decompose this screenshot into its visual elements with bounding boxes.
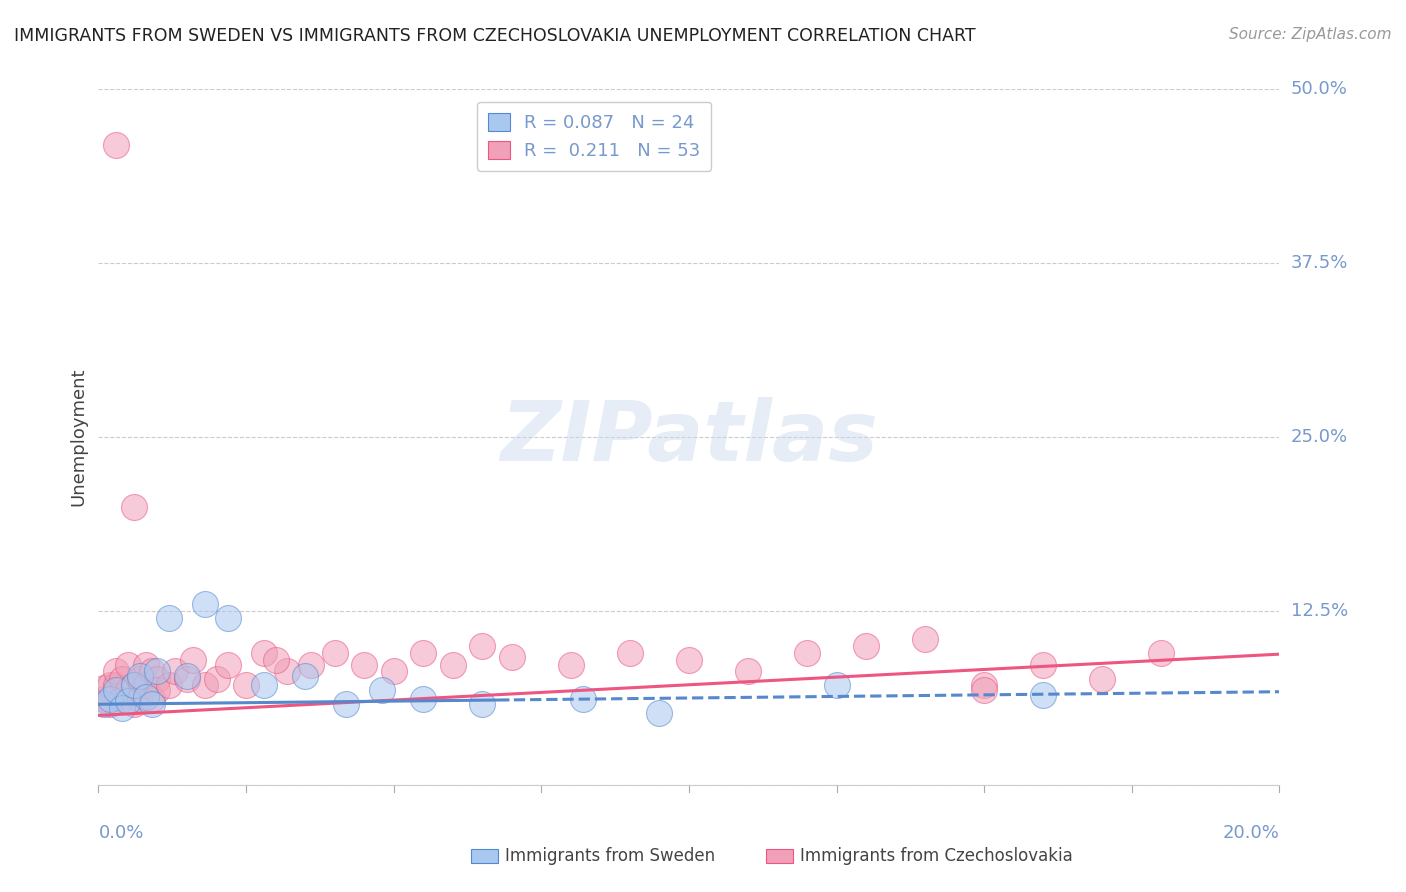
- Point: [276, 664, 298, 678]
- Text: 25.0%: 25.0%: [1291, 428, 1348, 446]
- Point: [560, 658, 582, 673]
- Point: [264, 653, 287, 667]
- Point: [299, 658, 322, 673]
- Point: [471, 698, 494, 712]
- Point: [176, 669, 198, 683]
- Point: [353, 658, 375, 673]
- Point: [825, 678, 848, 692]
- Point: [93, 691, 115, 706]
- Point: [135, 690, 157, 705]
- Point: [122, 678, 145, 692]
- Y-axis label: Unemployment: Unemployment: [69, 368, 87, 507]
- Point: [648, 706, 671, 720]
- Text: Immigrants from Sweden: Immigrants from Sweden: [505, 847, 716, 865]
- Point: [253, 678, 276, 692]
- Point: [678, 653, 700, 667]
- Text: Immigrants from Czechoslovakia: Immigrants from Czechoslovakia: [800, 847, 1073, 865]
- Text: 37.5%: 37.5%: [1291, 254, 1348, 272]
- Point: [371, 683, 394, 698]
- Point: [194, 678, 217, 692]
- Point: [157, 611, 180, 625]
- Point: [294, 669, 316, 683]
- Point: [382, 664, 405, 678]
- Point: [1032, 688, 1054, 702]
- Point: [146, 664, 169, 678]
- Point: [412, 646, 434, 660]
- Point: [335, 698, 357, 712]
- Point: [93, 698, 115, 712]
- Point: [176, 672, 198, 686]
- Point: [128, 691, 150, 706]
- Point: [117, 683, 139, 698]
- Point: [135, 658, 157, 673]
- Point: [571, 691, 593, 706]
- Point: [619, 646, 641, 660]
- Point: [441, 658, 464, 673]
- Point: [122, 678, 145, 692]
- Point: [1032, 658, 1054, 673]
- Text: Source: ZipAtlas.com: Source: ZipAtlas.com: [1229, 27, 1392, 42]
- Point: [855, 639, 877, 653]
- Point: [973, 683, 995, 698]
- Point: [141, 691, 163, 706]
- Point: [146, 672, 169, 686]
- Point: [253, 646, 276, 660]
- Point: [796, 646, 818, 660]
- Point: [111, 701, 134, 715]
- Point: [194, 597, 217, 611]
- Point: [146, 683, 169, 698]
- Point: [737, 664, 759, 678]
- Point: [141, 698, 163, 712]
- Point: [323, 646, 346, 660]
- Point: [471, 639, 494, 653]
- Text: 20.0%: 20.0%: [1223, 824, 1279, 842]
- Point: [141, 664, 163, 678]
- Point: [105, 678, 128, 692]
- Point: [217, 658, 239, 673]
- Point: [105, 137, 128, 152]
- Point: [205, 672, 228, 686]
- Point: [111, 672, 134, 686]
- Text: 0.0%: 0.0%: [98, 824, 143, 842]
- Point: [217, 611, 239, 625]
- Point: [157, 678, 180, 692]
- Text: 50.0%: 50.0%: [1291, 80, 1347, 98]
- Text: ZIPatlas: ZIPatlas: [501, 397, 877, 477]
- Point: [135, 678, 157, 692]
- Point: [122, 698, 145, 712]
- Point: [98, 698, 121, 712]
- Point: [122, 500, 145, 514]
- Point: [181, 653, 204, 667]
- Point: [93, 681, 115, 695]
- Point: [128, 672, 150, 686]
- Legend: R = 0.087   N = 24, R =  0.211   N = 53: R = 0.087 N = 24, R = 0.211 N = 53: [478, 102, 711, 171]
- Point: [1091, 672, 1114, 686]
- Point: [98, 678, 121, 692]
- Point: [1150, 646, 1173, 660]
- Text: 12.5%: 12.5%: [1291, 602, 1348, 620]
- Point: [117, 658, 139, 673]
- Point: [128, 669, 150, 683]
- Point: [501, 649, 523, 664]
- Point: [105, 683, 128, 698]
- Point: [98, 691, 121, 706]
- Point: [235, 678, 257, 692]
- Text: IMMIGRANTS FROM SWEDEN VS IMMIGRANTS FROM CZECHOSLOVAKIA UNEMPLOYMENT CORRELATIO: IMMIGRANTS FROM SWEDEN VS IMMIGRANTS FRO…: [14, 27, 976, 45]
- Point: [914, 632, 936, 646]
- Point: [973, 678, 995, 692]
- Point: [412, 691, 434, 706]
- Point: [117, 694, 139, 708]
- Point: [105, 664, 128, 678]
- Point: [111, 691, 134, 706]
- Point: [165, 664, 187, 678]
